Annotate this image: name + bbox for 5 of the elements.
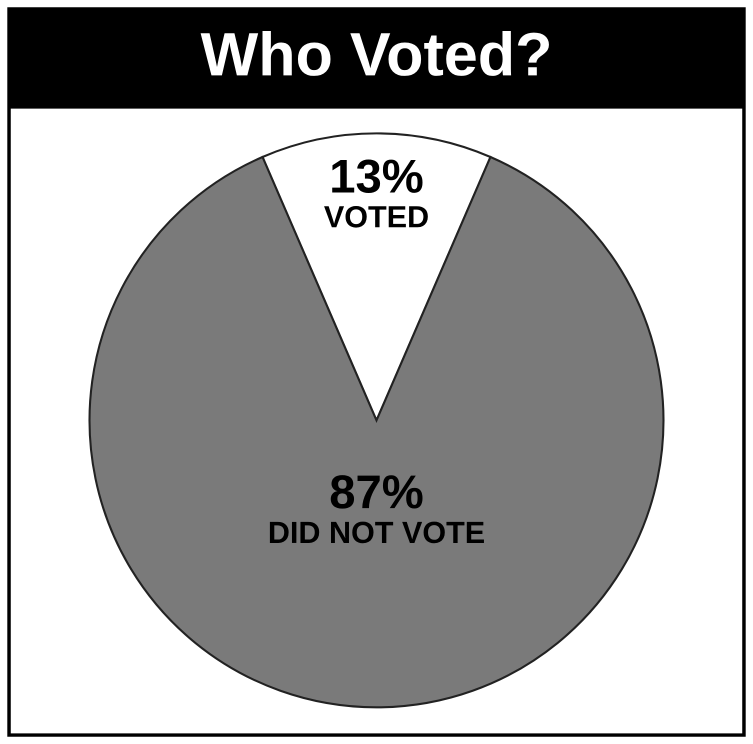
slice-label: VOTED — [324, 206, 428, 228]
slice-label: DID NOT VOTE — [270, 522, 484, 544]
data-label: 13% — [332, 159, 423, 193]
chart-title: Who Voted? — [200, 31, 549, 76]
data-label: 87% — [330, 475, 423, 509]
